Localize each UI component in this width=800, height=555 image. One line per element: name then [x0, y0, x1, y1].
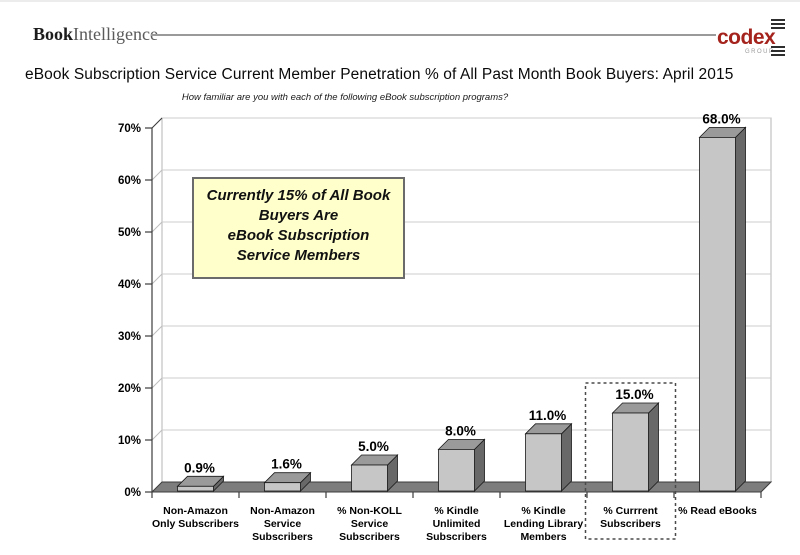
annotation-box: Currently 15% of All Book Buyers Are eBo… — [192, 177, 405, 279]
tick-depth-connector — [151, 169, 163, 181]
annotation-line: Service Members — [236, 247, 361, 264]
x-category-label: Only Subscribers — [152, 518, 239, 530]
x-category-label: Service — [351, 518, 389, 530]
tick-depth-connector — [151, 429, 163, 441]
codex-group-label: GROUP — [745, 49, 775, 55]
bar-side-face — [735, 126, 746, 492]
codex-logo: codex GROUP — [716, 16, 794, 64]
x-category-label: Non-Amazon — [163, 505, 228, 517]
bar-front-face — [264, 482, 301, 492]
x-category-label: Service — [264, 518, 302, 530]
bar-front-face — [438, 448, 475, 492]
chart-title: eBook Subscription Service Current Membe… — [25, 66, 734, 83]
tick-depth-connector — [151, 273, 163, 285]
bar-value-label: 15.0% — [615, 387, 653, 402]
y-tick-label: 20% — [118, 383, 141, 395]
bar-front-face — [177, 485, 214, 492]
y-tick-label: 50% — [118, 227, 141, 239]
bar-value-label: 1.6% — [271, 457, 302, 472]
bar-value-label: 5.0% — [358, 439, 389, 454]
x-category-label: Subscribers — [600, 518, 661, 530]
y-axis-depth-edge — [151, 117, 163, 129]
bar-value-label: 11.0% — [529, 408, 567, 423]
tick-depth-connector — [151, 377, 163, 389]
bar-side-face — [561, 422, 572, 492]
x-category-label: Subscribers — [339, 531, 400, 543]
x-category-label: % Kindle — [521, 505, 565, 517]
x-category-label: Unlimited — [433, 518, 481, 530]
bar-value-label: 0.9% — [184, 460, 215, 475]
codex-stacked-lines-bottom-icon — [771, 46, 786, 58]
codex-wordmark: codex — [717, 26, 776, 49]
brand-logo: BookIntelligence — [33, 24, 158, 45]
y-tick-label: 30% — [118, 331, 141, 343]
bar-front-face — [699, 136, 736, 492]
annotation-line: eBook Subscription — [227, 227, 370, 244]
y-tick-label: 10% — [118, 435, 141, 447]
brand-book: Book — [33, 24, 74, 44]
x-category-label: Non-Amazon — [250, 505, 315, 517]
x-category-label: Lending Library — [504, 518, 584, 530]
bar-side-face — [648, 402, 659, 492]
x-category-label: Members — [520, 531, 566, 543]
bar-value-label: 68.0% — [702, 111, 740, 126]
x-category-label: % Non-KOLL — [337, 505, 402, 517]
bar-front-face — [612, 412, 649, 492]
bar-front-face — [351, 464, 388, 492]
codex-stacked-lines-top-icon — [771, 19, 786, 31]
tick-depth-connector — [151, 325, 163, 337]
x-category-label: Subscribers — [426, 531, 487, 543]
annotation-line: Buyers Are — [258, 207, 339, 224]
y-tick-label: 0% — [124, 487, 141, 499]
y-tick-label: 40% — [118, 279, 141, 291]
highlight-dashed-box — [584, 382, 677, 540]
x-category-label: % Kindle — [434, 505, 478, 517]
tick-depth-connector — [151, 221, 163, 233]
x-category-label: % Read eBooks — [678, 505, 757, 517]
y-tick-label: 70% — [118, 123, 141, 135]
y-tick-label: 60% — [118, 175, 141, 187]
annotation-line: Currently 15% of All Book — [206, 187, 391, 204]
bar-front-face — [525, 433, 562, 492]
bar-value-label: 8.0% — [445, 423, 476, 438]
header-rule — [151, 34, 716, 36]
brand-intelligence: Intelligence — [73, 24, 158, 44]
x-category-label: Subscribers — [252, 531, 313, 543]
chart-subtitle: How familiar are you with each of the fo… — [181, 92, 509, 103]
x-category-label: % Currrent — [603, 505, 658, 517]
